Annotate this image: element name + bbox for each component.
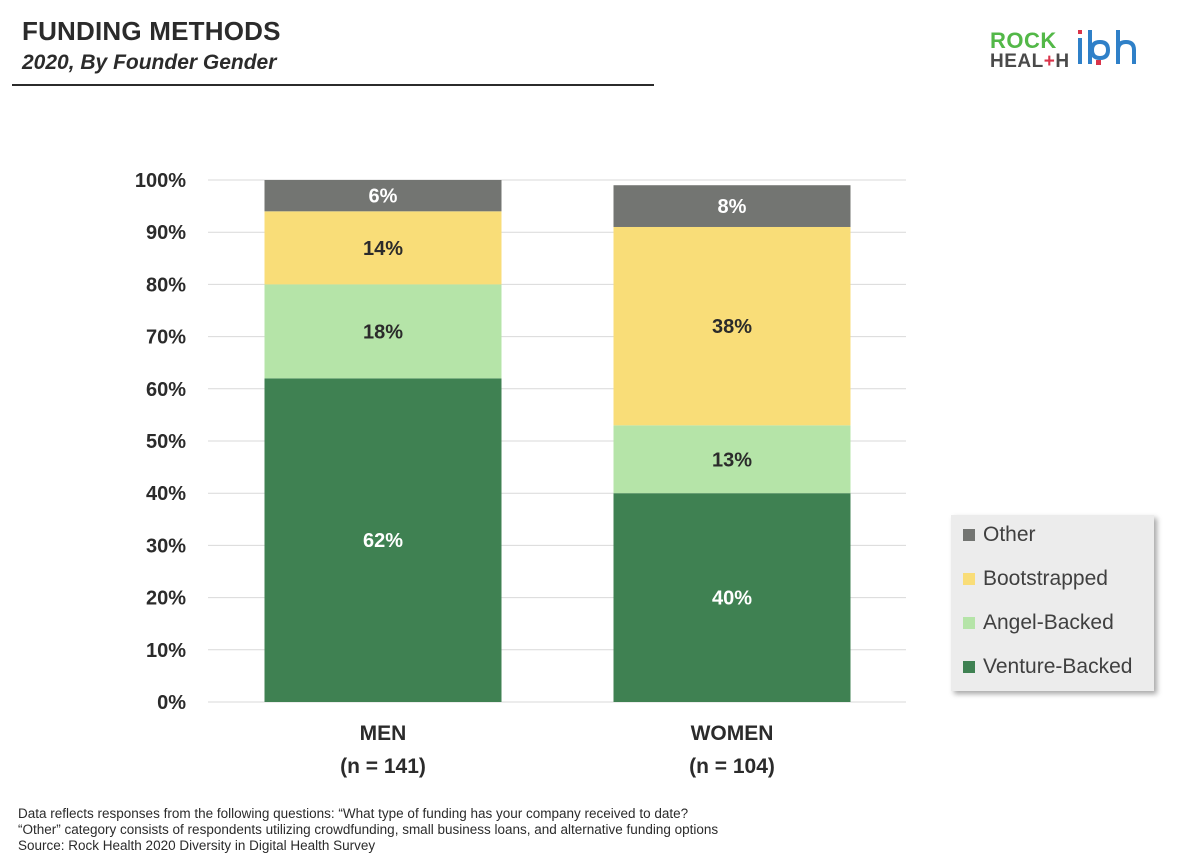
- bars: [264, 180, 851, 702]
- bar-segment-venture-backed: [613, 493, 851, 702]
- legend-label: Venture-Backed: [983, 655, 1133, 678]
- data-label: 8%: [718, 196, 747, 218]
- rock-health-logo: ROCK HEAL+H: [990, 28, 1150, 74]
- y-axis-tick-labels: 0% 10% 20% 30% 40% 50% 60% 70% 80% 90% 100%: [135, 170, 186, 714]
- data-label: 40%: [712, 588, 752, 610]
- page-title: FUNDING METHODS: [22, 16, 281, 46]
- y-tick-label: 80%: [146, 274, 186, 296]
- y-tick-label: 0%: [157, 692, 186, 714]
- y-tick-label: 20%: [146, 588, 186, 610]
- footnote-line: Data reflects responses from the followi…: [18, 806, 689, 821]
- title-divider: [12, 84, 654, 86]
- legend-item-venture-backed: Venture-Backed: [963, 655, 1132, 679]
- data-label: 18%: [363, 321, 403, 343]
- x-axis-category-labels: MEN (n = 141) WOMEN (n = 104): [340, 722, 775, 778]
- logo-line-2-b: H: [1055, 51, 1070, 72]
- legend-label: Angel-Backed: [983, 611, 1114, 634]
- legend-item-bootstrapped: Bootstrapped: [963, 567, 1108, 591]
- y-tick-label: 70%: [146, 327, 186, 349]
- y-tick-label: 100%: [135, 170, 186, 192]
- page-subtitle: 2020, By Founder Gender: [22, 51, 277, 74]
- footnote-line: Source: Rock Health 2020 Diversity in Di…: [18, 838, 376, 853]
- ibh-logo-mark: [1078, 30, 1136, 65]
- bar-segment-bootstrapped: [264, 211, 502, 285]
- stacked-bar-chart: 0% 10% 20% 30% 40% 50% 60% 70% 80% 90% 100% 62% 18%…: [135, 170, 906, 778]
- x-category-label: WOMEN: [691, 722, 774, 745]
- data-label: 38%: [712, 316, 752, 338]
- bar-segment-bootstrapped: [613, 226, 851, 426]
- footnote-line: “Other” category consists of respondents…: [18, 822, 719, 837]
- legend-item-angel-backed: Angel-Backed: [963, 611, 1114, 635]
- logo-line-1: ROCK: [990, 28, 1057, 53]
- data-label: 62%: [363, 530, 403, 552]
- x-category-sublabel: (n = 141): [340, 755, 426, 778]
- logo-plus: +: [1043, 51, 1056, 72]
- chart-legend: Other Bootstrapped Angel-Backed Venture-Bac…: [951, 515, 1154, 691]
- y-tick-label: 90%: [146, 222, 186, 244]
- data-label: 6%: [369, 186, 398, 208]
- bar-segment-other: [264, 180, 502, 212]
- legend-swatch: [963, 529, 975, 541]
- logo-line-2: HEAL+H: [990, 52, 1070, 71]
- y-tick-label: 30%: [146, 535, 186, 557]
- x-category-label: MEN: [360, 722, 407, 745]
- bar-segment-angel-backed: [613, 425, 851, 494]
- legend-swatch: [963, 661, 975, 673]
- bar-segment-other: [613, 185, 851, 227]
- y-tick-label: 10%: [146, 640, 186, 662]
- bar-segment-angel-backed: [264, 284, 502, 379]
- bar-segment-venture-backed: [264, 378, 502, 702]
- legend-label: Bootstrapped: [983, 567, 1108, 590]
- y-tick-label: 40%: [146, 483, 186, 505]
- data-labels: 62% 18% 14% 6% 40% 13% 38% 8%: [363, 186, 752, 610]
- data-label: 13%: [712, 449, 752, 471]
- legend-swatch: [963, 573, 975, 585]
- footnotes: Data reflects responses from the followi…: [18, 806, 718, 854]
- legend-swatch: [963, 617, 975, 629]
- y-tick-label: 50%: [146, 431, 186, 453]
- logo-line-2-a: HEAL: [990, 51, 1044, 72]
- y-tick-label: 60%: [146, 379, 186, 401]
- legend-item-other: Other: [963, 523, 1036, 547]
- x-category-sublabel: (n = 104): [689, 755, 775, 778]
- data-label: 14%: [363, 238, 403, 260]
- legend-label: Other: [983, 523, 1036, 546]
